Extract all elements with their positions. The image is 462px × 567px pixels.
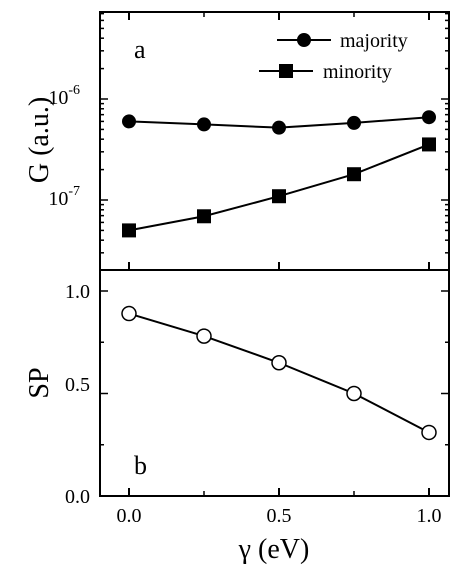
minority-series-point [122, 223, 136, 238]
data-marks [121, 110, 437, 441]
majority-series-point [197, 117, 211, 132]
minority-series-point [347, 167, 361, 182]
x-axis-label: γ (eV) [238, 534, 310, 565]
sp-series-line [128, 312, 430, 434]
panel-b-label: b [134, 451, 147, 480]
legend-marker-majority [297, 33, 311, 47]
legend: majority minority [259, 30, 408, 83]
panel-b-ytick-label: 1.0 [65, 281, 90, 303]
majority-series-point [422, 110, 436, 125]
panel-a-ytick-label: 10-6 [48, 83, 80, 109]
minority-series-point [422, 137, 436, 152]
panel-a-label: a [134, 35, 146, 64]
majority-series-point [272, 120, 286, 135]
panel-b-ytick-label: 0.5 [65, 374, 90, 396]
legend-marker-minority [279, 64, 293, 78]
majority-series-point [122, 114, 136, 129]
sp-series-point [421, 424, 437, 441]
panel-b-frame [99, 269, 450, 497]
minority-series-point [272, 189, 286, 204]
sp-series-point [346, 385, 362, 402]
legend-label-majority: majority [340, 30, 408, 52]
minority-series-line [128, 143, 430, 232]
panel-b-ylabel: SP [24, 367, 55, 398]
minority-series-point [197, 209, 211, 224]
legend-label-minority: minority [323, 61, 392, 83]
majority-series-point [347, 115, 361, 130]
x-tick-label: 0.5 [267, 505, 292, 527]
sp-series-point [271, 355, 287, 371]
panel-a-ytick-label: 10-7 [48, 184, 80, 210]
x-tick-label: 0.0 [117, 505, 142, 527]
sp-series-point [196, 328, 212, 344]
axis-ticks [100, 12, 449, 497]
panel-b-ytick-label: 0.0 [65, 486, 90, 508]
sp-series-point [121, 305, 137, 322]
x-tick-label: 1.0 [417, 505, 442, 527]
panel-a-ylabel: G (a.u.) [24, 97, 55, 183]
